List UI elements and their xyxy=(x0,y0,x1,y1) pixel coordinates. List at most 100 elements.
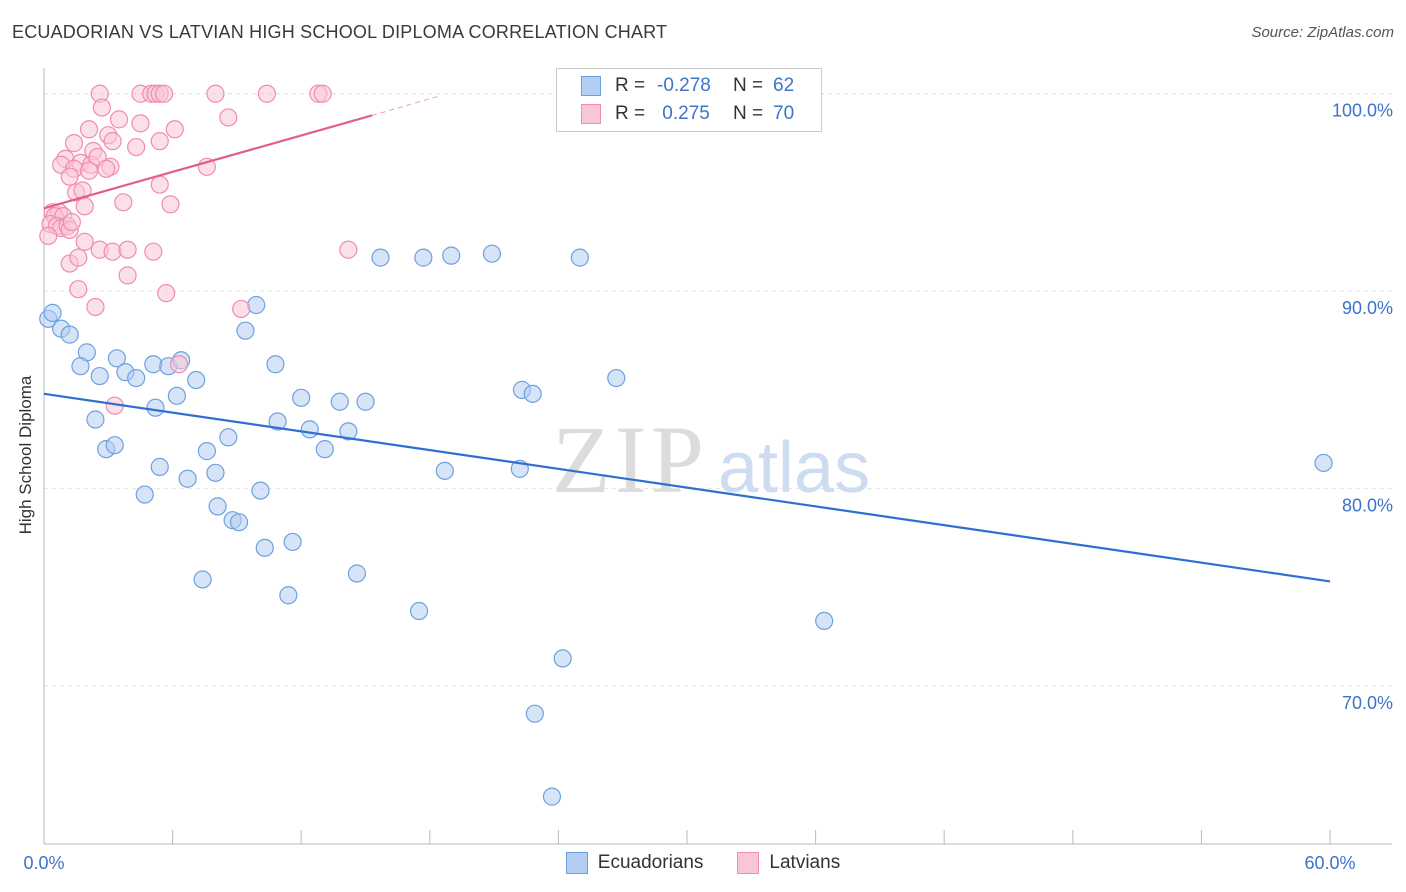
ecuadorian-point xyxy=(570,248,589,267)
watermark: ZIP atlas xyxy=(552,406,870,513)
y-tick-label: 100.0% xyxy=(1332,101,1393,121)
legend-r-label: R = xyxy=(615,103,646,124)
ecuadorian-point xyxy=(127,368,146,388)
latvian-point xyxy=(219,108,238,127)
legend-swatch-blue xyxy=(565,852,588,874)
ecuadorian-point xyxy=(178,469,197,488)
latvian-point xyxy=(79,120,99,139)
y-tick-label: 90.0% xyxy=(1342,298,1393,318)
ecuadorian-point xyxy=(197,442,216,461)
latvian-point xyxy=(103,132,122,151)
latvian-point xyxy=(131,114,150,133)
legend-n-label: N = xyxy=(733,75,764,96)
legend-swatch-pink xyxy=(737,852,760,874)
x-tick-label: 0.0% xyxy=(23,853,64,873)
chart-title: ECUADORIAN VS LATVIAN HIGH SCHOOL DIPLOM… xyxy=(12,22,668,42)
ecuadorian-point xyxy=(193,570,212,589)
latvian-point xyxy=(69,280,88,299)
ecuadorian-point xyxy=(435,461,454,480)
tick-labels: 70.0% 80.0% 90.0% 100.0% 0.0% 60.0% xyxy=(23,101,1393,873)
ecuadorian-point xyxy=(1314,453,1333,473)
latvian-point xyxy=(109,110,129,129)
latvian-point xyxy=(75,232,94,251)
ecuadorian-point xyxy=(523,384,542,403)
grid-lines xyxy=(44,93,1392,687)
ecuadorian-point xyxy=(206,463,225,482)
ecuadorian-point xyxy=(146,398,165,417)
latvian-point xyxy=(79,161,99,180)
ecuadorian-point xyxy=(105,436,124,455)
latvian-point xyxy=(257,84,277,103)
legend-n-value: 70 xyxy=(773,103,795,124)
latvian-point xyxy=(92,98,111,117)
y-tick-label: 70.0% xyxy=(1342,693,1393,713)
watermark-atlas: atlas xyxy=(718,428,870,508)
ecuadorian-point xyxy=(356,392,375,411)
legend-n-label: N = xyxy=(733,103,764,124)
ecuadorian-point xyxy=(150,457,169,476)
ecuadorian-point xyxy=(330,392,349,411)
legend-swatch-pink xyxy=(581,104,601,124)
ecuadorian-point xyxy=(815,611,834,630)
source-label: Source: ZipAtlas.com xyxy=(1251,24,1394,41)
ecuadorian-point xyxy=(315,440,334,459)
ecuadorian-point xyxy=(251,481,270,500)
legend-swatch-blue xyxy=(581,76,601,96)
latvian-point xyxy=(127,137,146,157)
ecuadorian-point xyxy=(414,248,433,267)
ecuadorian-trend-line xyxy=(43,392,1331,583)
ecuadorian-point xyxy=(144,355,163,374)
latvian-point xyxy=(39,226,58,245)
latvian-point xyxy=(150,132,169,151)
latvian-point xyxy=(232,299,251,319)
ecuadorian-point xyxy=(229,513,249,532)
stats-legend: R = -0.278 N = 62 R = 0.275 N = 70 xyxy=(556,68,822,132)
ecuadorian-point xyxy=(607,368,626,388)
latvian-point xyxy=(161,195,180,214)
latvian-trend-line xyxy=(43,114,373,210)
legend-label-latvians: Latvians xyxy=(769,852,841,873)
latvian-point xyxy=(114,193,133,212)
ecuadorian-point xyxy=(292,388,311,407)
ecuadorian-point xyxy=(86,410,105,429)
legend-r-value: 0.275 xyxy=(657,103,710,124)
ecuadorian-point xyxy=(283,532,302,552)
legend-r-value: -0.278 xyxy=(657,75,711,96)
latvian-point xyxy=(75,197,94,216)
legend-r-label: R = xyxy=(615,75,646,96)
ecuadorian-point xyxy=(60,325,79,344)
ecuadorian-point xyxy=(553,649,572,668)
y-axis-label: High School Diploma xyxy=(16,375,35,535)
ecuadorian-point xyxy=(268,412,287,431)
legend-label-ecuadorians: Ecuadorians xyxy=(597,852,704,873)
latvian-point xyxy=(206,84,225,103)
ecuadorian-point xyxy=(409,601,429,621)
latvian-point xyxy=(69,248,88,267)
latvian-point xyxy=(118,266,137,285)
latvian-point xyxy=(86,297,105,317)
latvian-point xyxy=(62,212,81,232)
ecuadorian-point xyxy=(167,386,186,405)
latvian-point xyxy=(150,175,169,194)
latvian-trend-extension xyxy=(371,95,441,116)
ecuadorian-point xyxy=(279,586,298,605)
latvian-point xyxy=(154,84,174,103)
ecuadorian-point xyxy=(266,355,285,374)
legend-row-latvians: R = 0.275 N = 70 xyxy=(581,100,794,128)
ecuadorian-point xyxy=(135,485,154,504)
ecuadorian-point xyxy=(247,295,266,315)
ecuadorian-point xyxy=(208,497,227,516)
axes xyxy=(43,68,1392,845)
latvian-point xyxy=(313,84,332,103)
ecuadorian-point xyxy=(236,321,255,340)
x-tick-label: 60.0% xyxy=(1304,853,1355,873)
legend-item-latvians[interactable]: Latvians xyxy=(737,852,840,874)
ecuadorian-point xyxy=(482,244,502,263)
legend-item-ecuadorians[interactable]: Ecuadorians xyxy=(565,852,704,874)
latvian-point xyxy=(169,355,189,374)
ecuadorian-point xyxy=(371,248,390,267)
ecuadorian-point xyxy=(255,538,274,557)
ecuadorian-point xyxy=(219,428,238,447)
latvian-point xyxy=(339,240,358,259)
